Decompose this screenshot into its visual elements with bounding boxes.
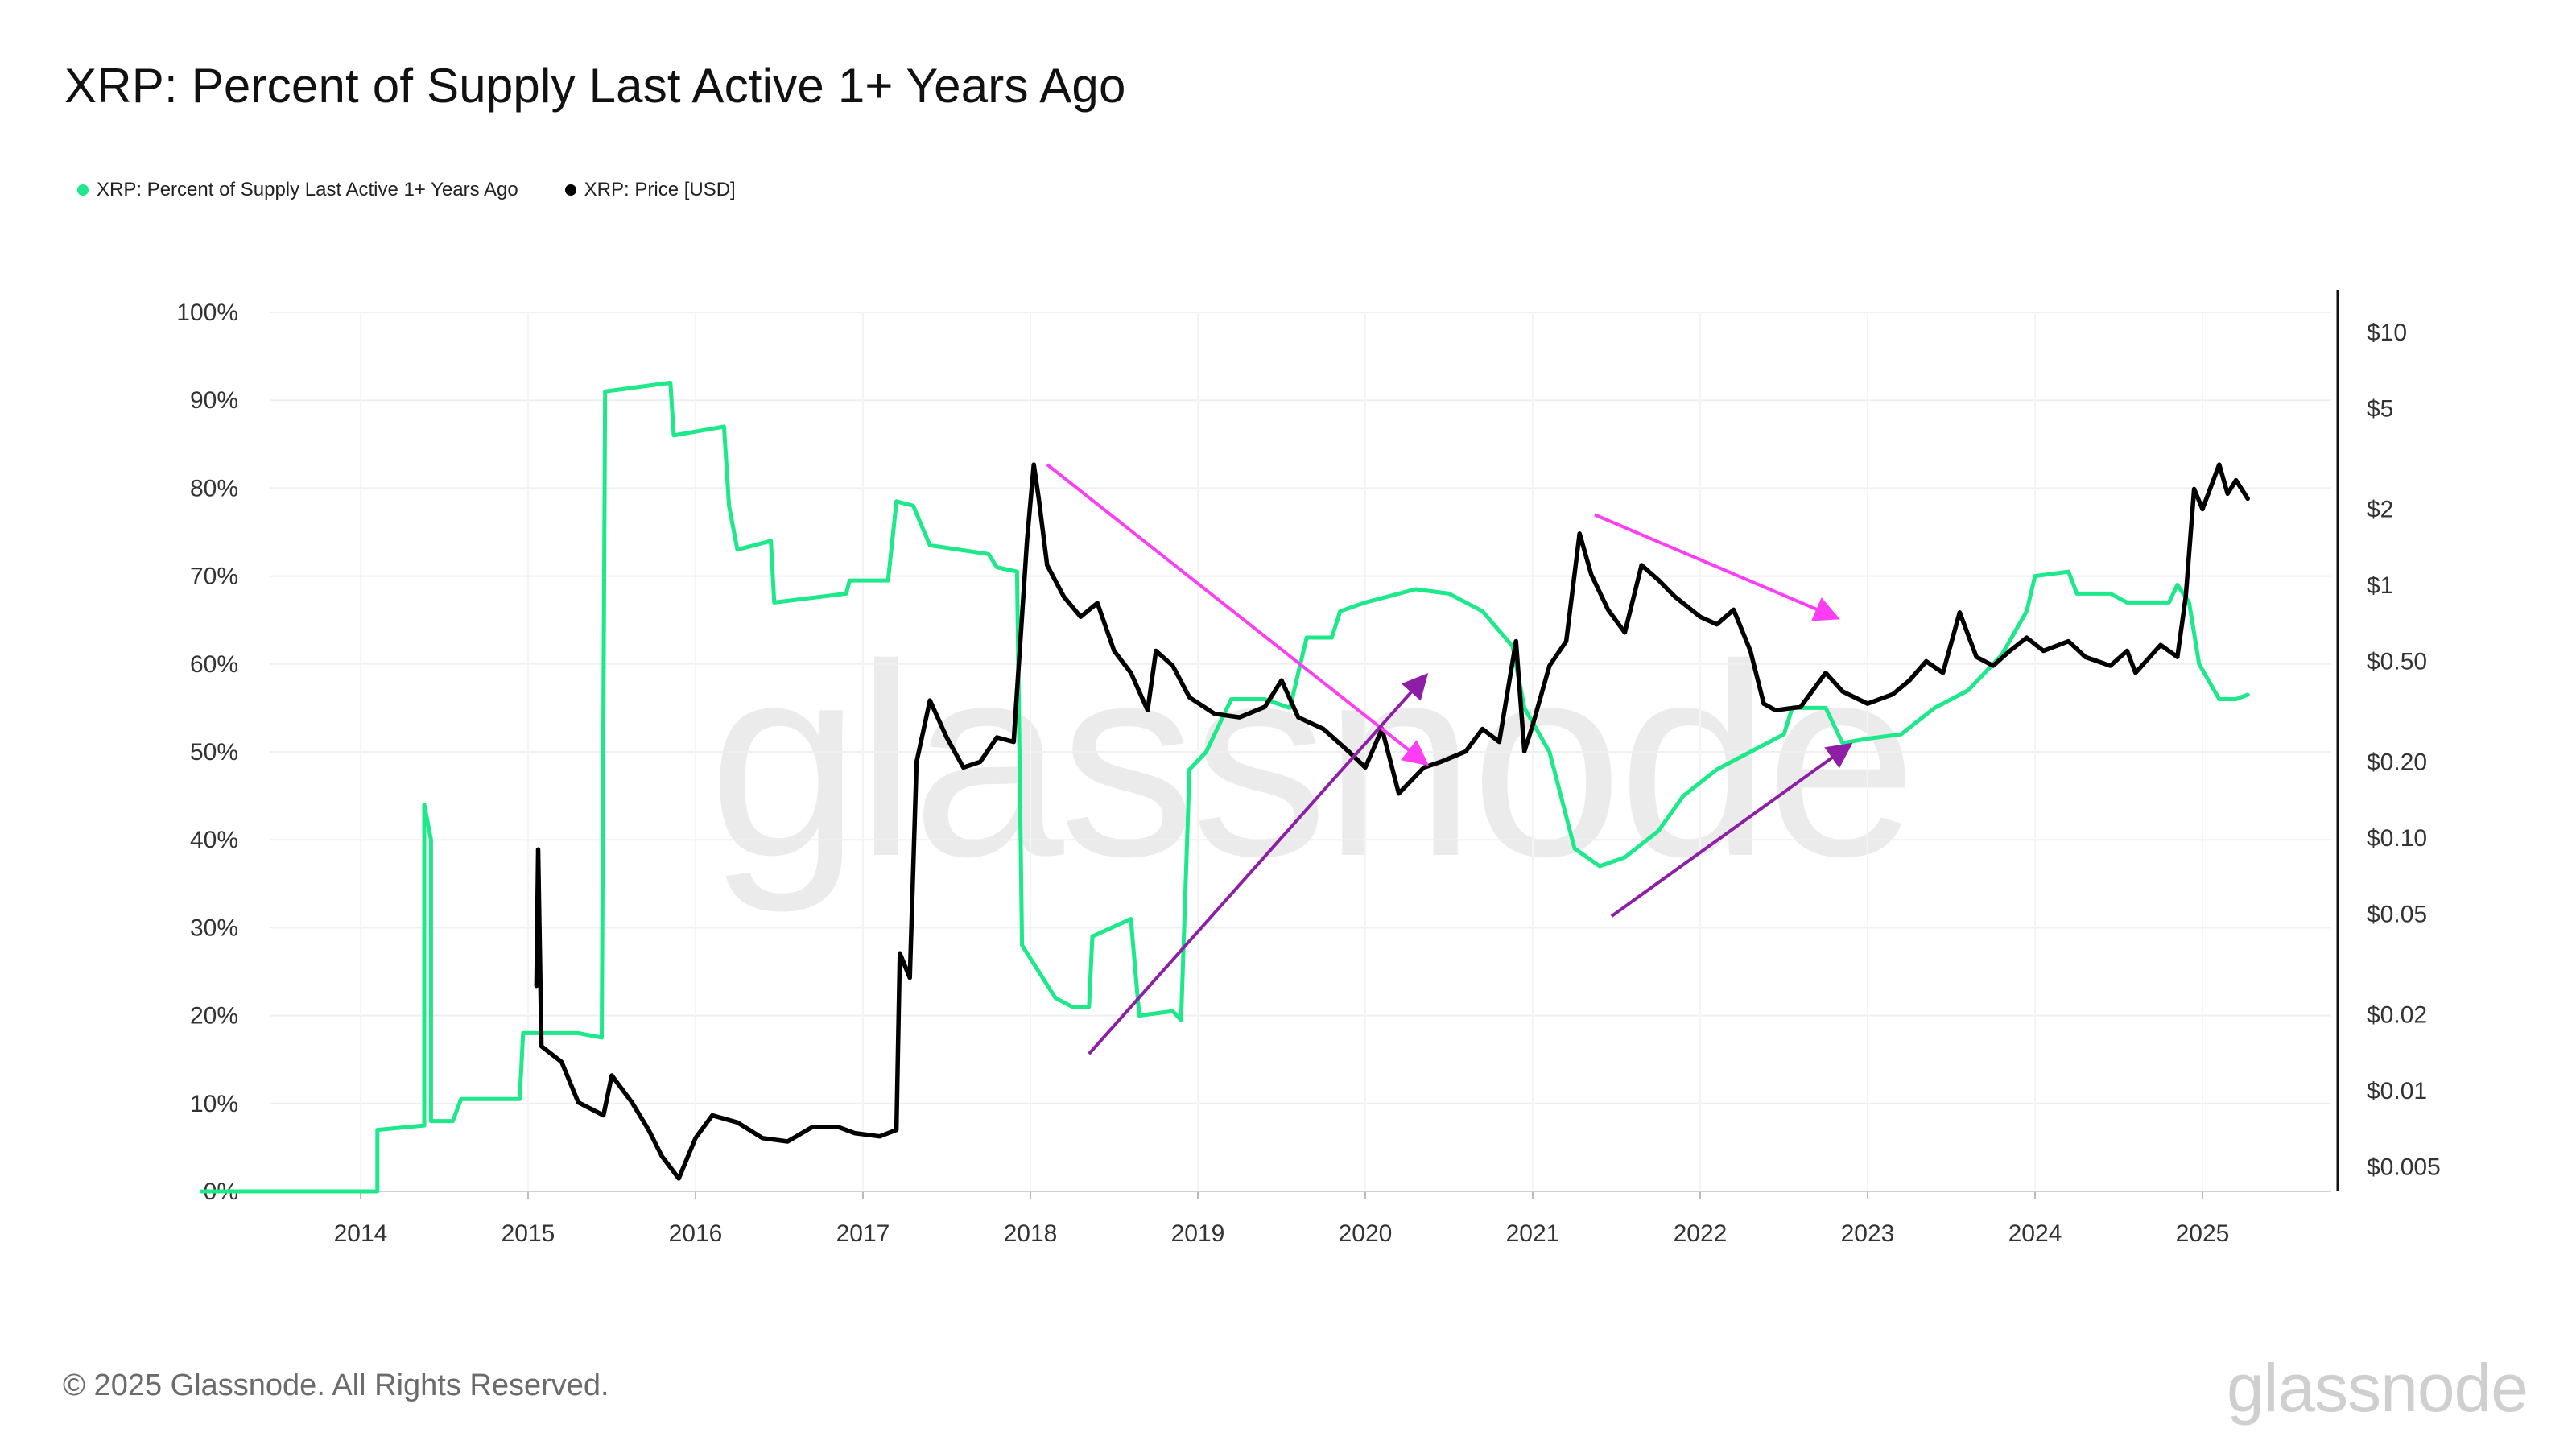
annotation-arrow bbox=[1594, 513, 1840, 621]
chart-legend: XRP: Percent of Supply Last Active 1+ Ye… bbox=[77, 179, 736, 201]
y-right-tick-label: $0.10 bbox=[2367, 825, 2427, 852]
y-right-tick-label: $2 bbox=[2367, 496, 2393, 522]
legend-label-supply: XRP: Percent of Supply Last Active 1+ Ye… bbox=[97, 179, 518, 200]
annotation-arrow bbox=[1088, 673, 1429, 1055]
y-left-tick-label: 100% bbox=[176, 299, 238, 326]
chart-title: XRP: Percent of Supply Last Active 1+ Ye… bbox=[64, 59, 1126, 113]
annotation-arrow bbox=[1046, 463, 1430, 766]
series-lines bbox=[199, 380, 2250, 1194]
y-right-tick-label: $0.005 bbox=[2367, 1154, 2441, 1181]
grid-lines bbox=[270, 312, 2331, 1192]
x-tick-label: 2014 bbox=[334, 1220, 388, 1247]
x-tick-label: 2020 bbox=[1339, 1220, 1393, 1247]
y-right-tick-label: $10 bbox=[2367, 320, 2407, 346]
y-left-tick-label: 80% bbox=[190, 475, 238, 502]
x-tick-label: 2016 bbox=[669, 1220, 723, 1247]
axes: 0%10%20%30%40%50%60%70%80%90%100%$0.005$… bbox=[176, 290, 2441, 1247]
y-left-tick-label: 20% bbox=[190, 1003, 238, 1030]
y-right-tick-label: $0.05 bbox=[2367, 902, 2427, 928]
legend-dot-price bbox=[564, 184, 576, 196]
y-left-tick-label: 60% bbox=[190, 651, 238, 678]
x-tick-label: 2017 bbox=[836, 1220, 890, 1247]
x-tick-label: 2015 bbox=[502, 1220, 555, 1247]
y-left-tick-label: 70% bbox=[190, 564, 238, 590]
x-tick-label: 2021 bbox=[1506, 1220, 1560, 1247]
y-left-tick-label: 10% bbox=[190, 1091, 238, 1117]
legend-dot-supply bbox=[77, 184, 89, 196]
y-right-tick-label: $0.50 bbox=[2367, 648, 2427, 675]
glassnode-logo[interactable]: glassnode bbox=[2227, 1350, 2529, 1426]
annotation-arrow bbox=[1610, 742, 1853, 918]
y-right-tick-label: $5 bbox=[2367, 395, 2393, 422]
x-tick-label: 2019 bbox=[1171, 1220, 1225, 1247]
y-left-tick-label: 90% bbox=[190, 387, 238, 414]
x-tick-label: 2022 bbox=[1674, 1220, 1728, 1247]
y-left-tick-label: 50% bbox=[190, 739, 238, 766]
copyright-text: © 2025 Glassnode. All Rights Reserved. bbox=[63, 1368, 609, 1402]
y-right-tick-label: $1 bbox=[2367, 572, 2393, 599]
price-line bbox=[534, 462, 2250, 1181]
y-right-tick-label: $0.20 bbox=[2367, 749, 2427, 775]
supply-line bbox=[199, 380, 2250, 1194]
watermark-text: glassnode bbox=[708, 608, 1918, 914]
y-left-tick-label: 30% bbox=[190, 914, 238, 941]
legend-label-price: XRP: Price [USD] bbox=[584, 179, 736, 200]
y-right-tick-label: $0.01 bbox=[2367, 1078, 2427, 1104]
legend-item-price[interactable]: XRP: Price [USD] bbox=[564, 179, 736, 201]
x-tick-label: 2024 bbox=[2008, 1220, 2062, 1247]
annotation-arrows bbox=[1046, 463, 1853, 1055]
x-tick-label: 2025 bbox=[2176, 1220, 2230, 1247]
x-tick-label: 2018 bbox=[1004, 1220, 1058, 1247]
x-tick-label: 2023 bbox=[1841, 1220, 1895, 1247]
y-right-tick-label: $0.02 bbox=[2367, 1001, 2427, 1028]
legend-item-supply[interactable]: XRP: Percent of Supply Last Active 1+ Ye… bbox=[77, 179, 518, 201]
y-left-tick-label: 40% bbox=[190, 827, 238, 853]
